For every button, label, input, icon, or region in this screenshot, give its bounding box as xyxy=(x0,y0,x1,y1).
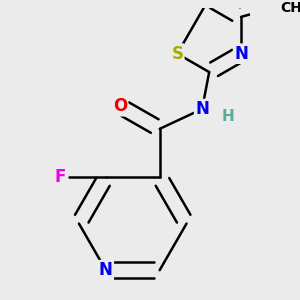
Text: O: O xyxy=(113,97,127,115)
Text: S: S xyxy=(171,45,183,63)
Text: N: N xyxy=(99,261,113,279)
Text: N: N xyxy=(234,45,248,63)
Text: N: N xyxy=(195,100,209,118)
Text: CH₃: CH₃ xyxy=(281,2,300,15)
Text: F: F xyxy=(55,168,66,186)
Text: H: H xyxy=(222,109,235,124)
